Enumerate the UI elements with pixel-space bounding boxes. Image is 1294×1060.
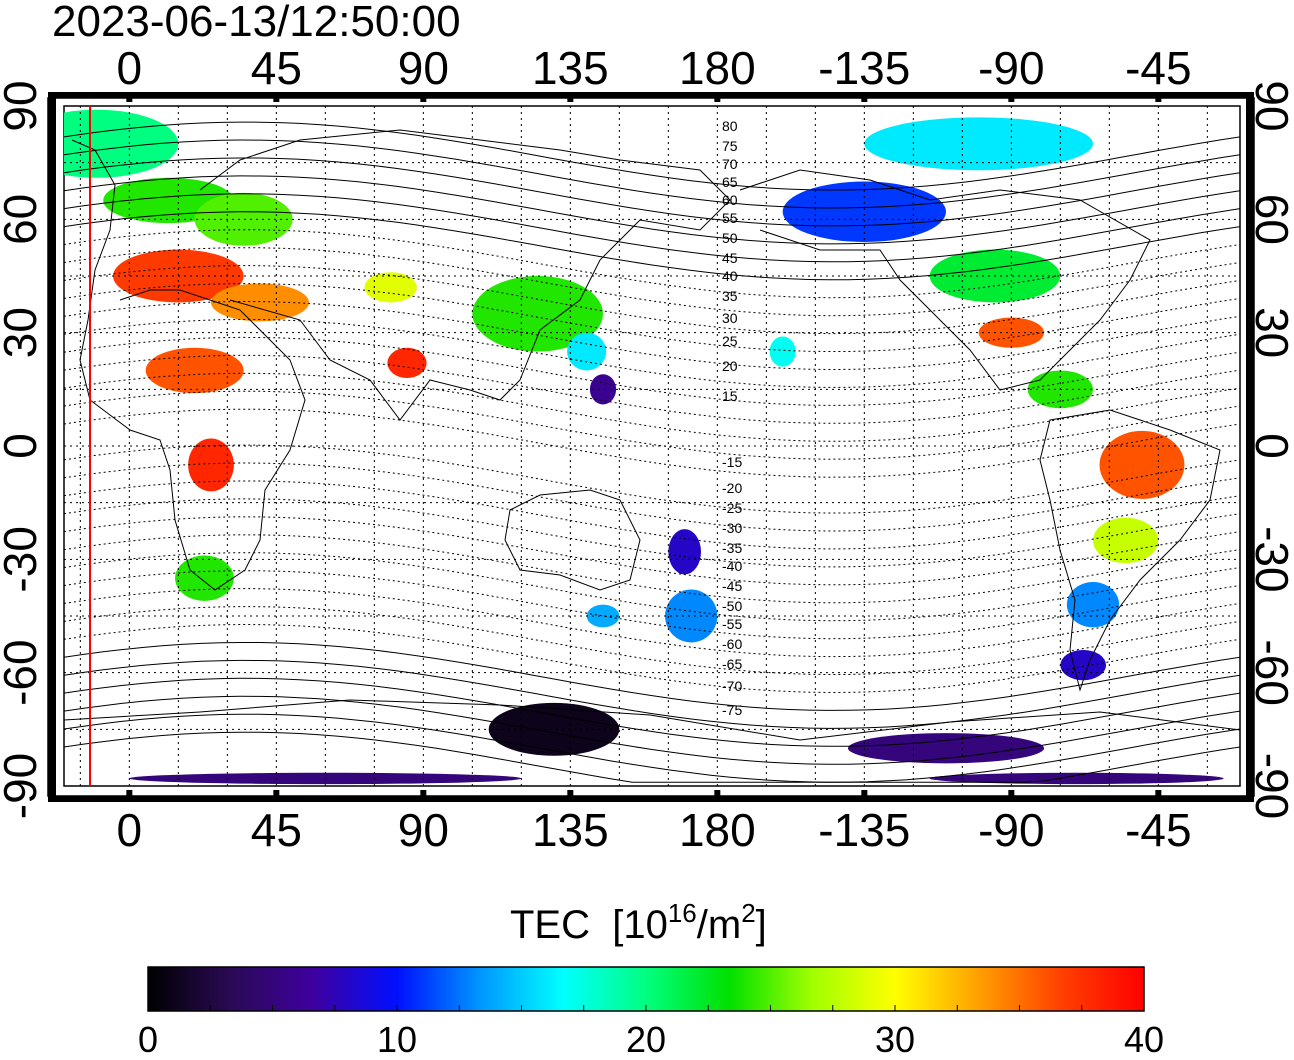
mag-lat-label: -20 — [722, 480, 742, 496]
lon-tick-label: -135 — [818, 804, 910, 856]
lon-tick-label: -90 — [978, 804, 1044, 856]
colorbar-tick-label: 20 — [625, 1019, 667, 1060]
tec-blob-10 — [472, 276, 603, 352]
lat-tick-label: 60 — [0, 194, 46, 245]
tec-blob-11 — [567, 332, 607, 371]
mag-lat-label: 45 — [722, 250, 738, 266]
lon-tick-label: -45 — [1125, 42, 1191, 94]
lon-tick-label: 45 — [251, 804, 302, 856]
mag-lat-label: 60 — [722, 192, 738, 208]
mag-lat-label: 15 — [722, 388, 738, 404]
tec-blob-5 — [145, 347, 244, 394]
lon-tick-label: 45 — [251, 42, 302, 94]
lon-tick-label: 135 — [532, 42, 609, 94]
mag-lat-label: -45 — [722, 578, 742, 594]
mag-lat-label: -25 — [722, 500, 742, 516]
tec-blob-14 — [665, 589, 718, 643]
timestamp-title: 2023-06-13/12:50:00 — [52, 0, 461, 46]
lat-tick-label: 30 — [0, 307, 46, 358]
tec-world-map: 0 45 90 135 180 -135 -90 -45 0 45 90 135 180 -135 -90… — [0, 42, 1294, 856]
mag-lat-label: -70 — [722, 678, 742, 694]
mag-lat-label: 25 — [722, 333, 738, 349]
colorbar-tick-label: 40 — [1123, 1019, 1165, 1060]
coast-asia — [199, 129, 731, 421]
lon-tick-label: 90 — [398, 42, 449, 94]
mag-lat-label: -55 — [722, 616, 742, 632]
mag-lat-label: -15 — [722, 454, 742, 470]
lon-tick-label: -135 — [818, 42, 910, 94]
mag-lat-label: 80 — [722, 118, 738, 134]
lat-ticks-left: 90 60 30 0 -30 -60 -90 — [0, 80, 46, 819]
coastlines — [64, 129, 1240, 741]
lon-tick-label: 135 — [532, 804, 609, 856]
tec-blob-23 — [1093, 517, 1159, 564]
coast-australia — [504, 489, 641, 591]
mag-lat-label: -60 — [722, 636, 742, 652]
lon-tick-label: 0 — [117, 804, 143, 856]
tec-blob-27 — [848, 733, 1044, 764]
tec-blob-20 — [978, 317, 1044, 348]
coast-antarctica — [64, 699, 1240, 741]
mag-lat-label: 35 — [722, 288, 738, 304]
tec-blob-25 — [1060, 650, 1107, 681]
mag-lat-label: 70 — [722, 156, 738, 172]
tec-blob-9 — [387, 347, 427, 378]
tec-blob-4 — [211, 283, 309, 322]
colorbar-tick-label: 10 — [376, 1019, 418, 1060]
colorbar-tick-label: 30 — [874, 1019, 916, 1060]
colorbar-minor-ticks — [147, 1005, 1145, 1011]
tec-blob-17 — [782, 181, 946, 242]
mag-lat-label: -50 — [722, 598, 742, 614]
tec-blob-29 — [929, 772, 1224, 785]
tec-blob-15 — [586, 604, 620, 628]
tec-blob-8 — [364, 272, 417, 303]
tec-blob-2 — [194, 192, 293, 246]
mag-lat-label: 30 — [722, 310, 738, 326]
lon-tick-label: 90 — [398, 804, 449, 856]
tec-blob-18 — [864, 117, 1093, 171]
lon-tick-label: -90 — [978, 42, 1044, 94]
colorbar-label: TEC [1016/m2] — [510, 898, 767, 947]
mag-lat-label: 75 — [722, 138, 738, 154]
mag-lat-labels: 80 75 70 65 60 55 50 45 40 35 30 25 20 15 -15 -20 -25 -30… — [722, 118, 742, 718]
colorbar-gradient — [147, 966, 1145, 1012]
mag-lat-label: 55 — [722, 210, 738, 226]
tec-blob-13 — [668, 529, 702, 575]
lon-tick-label: -45 — [1125, 804, 1191, 856]
mag-lat-label: -40 — [722, 558, 742, 574]
mag-lat-label: 20 — [722, 358, 738, 374]
tec-blob-6 — [188, 438, 234, 492]
mag-lat-label: -65 — [722, 656, 742, 672]
coast-north-america — [739, 169, 1151, 391]
lat-tick-label: 90 — [0, 80, 46, 131]
mag-lat-label: -35 — [722, 540, 742, 556]
mag-lat-label: -75 — [722, 702, 742, 718]
colorbar-tick-label: 0 — [137, 1019, 159, 1060]
lat-tick-label: 0 — [0, 433, 46, 459]
lon-tick-label: 180 — [679, 804, 756, 856]
coast-south-america — [1039, 409, 1221, 692]
mag-lat-label: 65 — [722, 174, 738, 190]
lat-tick-label: -60 — [0, 639, 46, 705]
coast-europe-africa — [71, 139, 306, 591]
tec-blob-26 — [769, 336, 796, 367]
tec-blob-7 — [175, 555, 234, 601]
tec-blob-22 — [1099, 430, 1185, 499]
lat-tick-label: -90 — [0, 753, 46, 819]
mag-lat-label: 50 — [722, 230, 738, 246]
mag-lat-label: 40 — [722, 268, 738, 284]
mag-lat-label: -30 — [722, 520, 742, 536]
lon-tick-label: 0 — [117, 42, 143, 94]
magnetic-latitude-contours — [64, 121, 1240, 783]
lat-tick-label: -30 — [0, 526, 46, 592]
lon-tick-label: 180 — [679, 42, 756, 94]
lon-ticks-bottom: 0 45 90 135 180 -135 -90 -45 — [117, 790, 1192, 856]
